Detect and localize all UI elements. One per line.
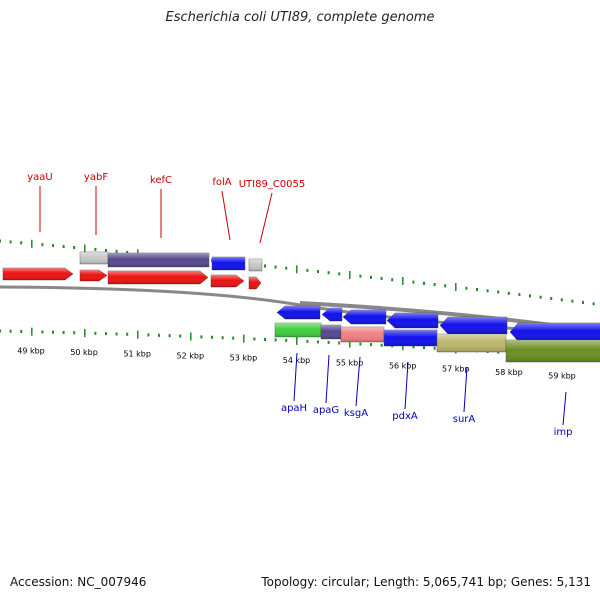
folA-leader [221,190,231,241]
salmon-feature-shade [341,327,384,342]
pdxA-label: pdxA [392,411,418,422]
yabF-gene-arrow-shade [80,270,107,281]
apaH-gene-arrow-shade [277,306,320,319]
UTI89_C0055-gene-arrow-shade [249,277,261,289]
ksgA-label: ksgA [344,408,368,419]
genome-title: Escherichia coli UTI89, complete genome [165,10,435,25]
pdxA-gene-arrow-shade [387,313,438,328]
kefC-gene-arrow-shade [108,271,208,284]
yaaU-label: yaaU [27,172,53,183]
grey-feature-small-shade [249,259,262,271]
feature-track [2,251,600,363]
imp-label: imp [554,427,573,438]
genome-summary-text: Topology: circular; Length: 5,065,741 bp… [261,575,591,589]
apaH-label: apaH [281,403,307,414]
imp-gene-arrow-shade [510,323,600,341]
accession-text: Accession: NC_007946 [10,575,147,589]
apaG-label: apaG [313,405,339,416]
ksgA-leader [355,356,361,407]
folA-gene-arrow-shade [211,275,244,287]
scale-ticks: 49 kbp 50 kbp 51 kbp 52 kbp 53 kbp 54 kbp 55 k… [0,239,595,380]
blue-feature-lower-shade [384,330,437,346]
kefC-label: kefC [150,175,172,186]
scale-label: 57 kbp [442,364,470,373]
UTI89_C0055-label: UTI89_C0055 [239,179,306,190]
green-feature-shade [275,323,321,337]
apaH-leader [293,352,298,402]
scale-label: 50 kbp [70,348,98,357]
grey-feature-shade [80,252,108,264]
purple-feature-lower-shade [321,325,341,339]
gene-labels: yaaU yabF kefC folA UTI89_C0055 apaH apaG ksgA p… [27,172,572,438]
blue-feature-shade [212,257,245,270]
UTI89_C0055-leader [259,192,273,244]
scale-label: 49 kbp [17,347,45,356]
apaG-leader [325,354,330,404]
scale-label: 52 kbp [177,351,205,360]
surA-leader [463,366,468,413]
scale-label: 55 kbp [336,358,364,367]
olive-feature-shade [506,340,600,362]
yaaU-gene-arrow-shade [3,268,73,280]
scale-label: 56 kbp [389,361,417,370]
scale-label: 58 kbp [495,368,523,377]
folA-label: folA [212,177,231,188]
scale-label: 51 kbp [123,350,151,359]
purple-feature-shade [108,253,209,267]
apaG-gene-arrow-shade [322,308,342,321]
imp-leader [562,391,567,426]
scale-label: 53 kbp [230,354,258,363]
ksgA-gene-arrow-shade [343,310,386,324]
surA-gene-arrow-shade [440,317,507,334]
khaki-feature-shade [437,334,506,352]
yabF-label: yabF [84,172,108,183]
scale-label: 59 kbp [548,371,576,380]
pdxA-leader [404,361,409,410]
surA-label: surA [453,414,476,425]
